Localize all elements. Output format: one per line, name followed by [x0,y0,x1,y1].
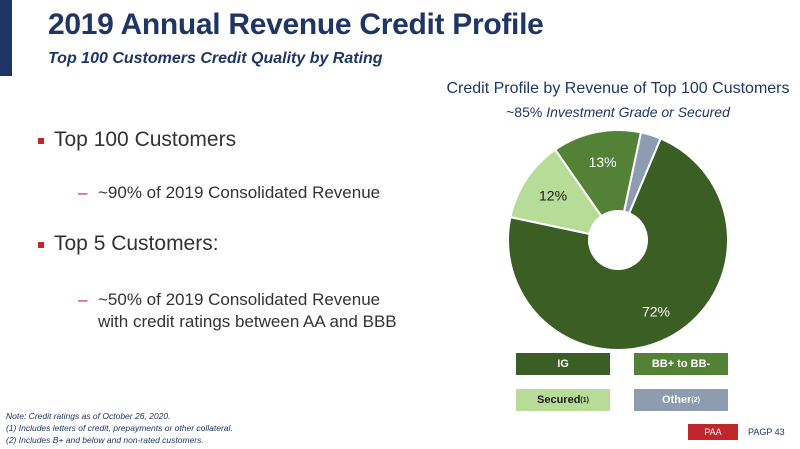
bullet-top-5: Top 5 Customers: [38,232,219,256]
sub-bullet-top-100: – ~90% of 2019 Consolidated Revenue [78,182,380,204]
footnote-note: Note: Credit ratings as of October 26, 2… [6,411,171,421]
donut-chart: 3%72%12%13% [507,129,729,351]
dash-marker: – [78,183,88,202]
legend-sup: (1) [580,396,589,404]
sub-bullet-text: ~50% of 2019 Consolidated Revenue with c… [98,290,397,331]
chart-subtitle-prefix: ~85% [506,104,547,120]
sub-bullet-text: ~90% of 2019 Consolidated Revenue [98,183,381,202]
footnote-2: (2) Includes B+ and below and non-rated … [6,435,204,445]
chart-subtitle: ~85% Investment Grade or Secured [440,104,796,120]
bullet-label: Top 5 Customers: [54,232,219,255]
footnotes: Note: Credit ratings as of October 26, 2… [6,410,233,446]
legend-label: Secured [537,394,581,406]
legend-bb: BB+ to BB- [634,353,728,375]
legend-ig: IG [516,353,610,375]
header-accent-bar [0,0,12,76]
legend-label: IG [557,358,569,370]
bullet-marker [38,138,44,144]
page-title: 2019 Annual Revenue Credit Profile [48,8,544,41]
dash-marker: – [78,290,88,309]
sub-bullet-top-5: – ~50% of 2019 Consolidated Revenue with… [78,289,397,333]
legend-label: Other [662,394,692,406]
chart-subtitle-emphasis: Investment Grade or Secured [546,104,730,120]
footer-logo: PAA [688,424,738,440]
footer-page-number: PAGP 43 [748,427,785,437]
chart-title: Credit Profile by Revenue of Top 100 Cus… [446,80,790,97]
bullet-label: Top 100 Customers [54,128,237,151]
legend-label: BB+ to BB- [651,358,711,370]
legend-other: Other (2) [634,389,728,411]
page-subtitle: Top 100 Customers Credit Quality by Rati… [48,50,383,67]
slice-secured [509,148,621,242]
footnote-1: (1) Includes letters of credit, prepayme… [6,423,233,433]
legend-secured: Secured (1) [516,389,610,411]
donut-hole [588,210,648,270]
data-label-ig: 72% [642,303,670,319]
data-label-bb-to-bb-: 13% [589,154,617,170]
legend-sup: (2) [691,396,700,404]
bullet-marker [38,242,44,248]
bullet-top-100: Top 100 Customers [38,128,236,152]
data-label-secured: 12% [539,188,567,204]
